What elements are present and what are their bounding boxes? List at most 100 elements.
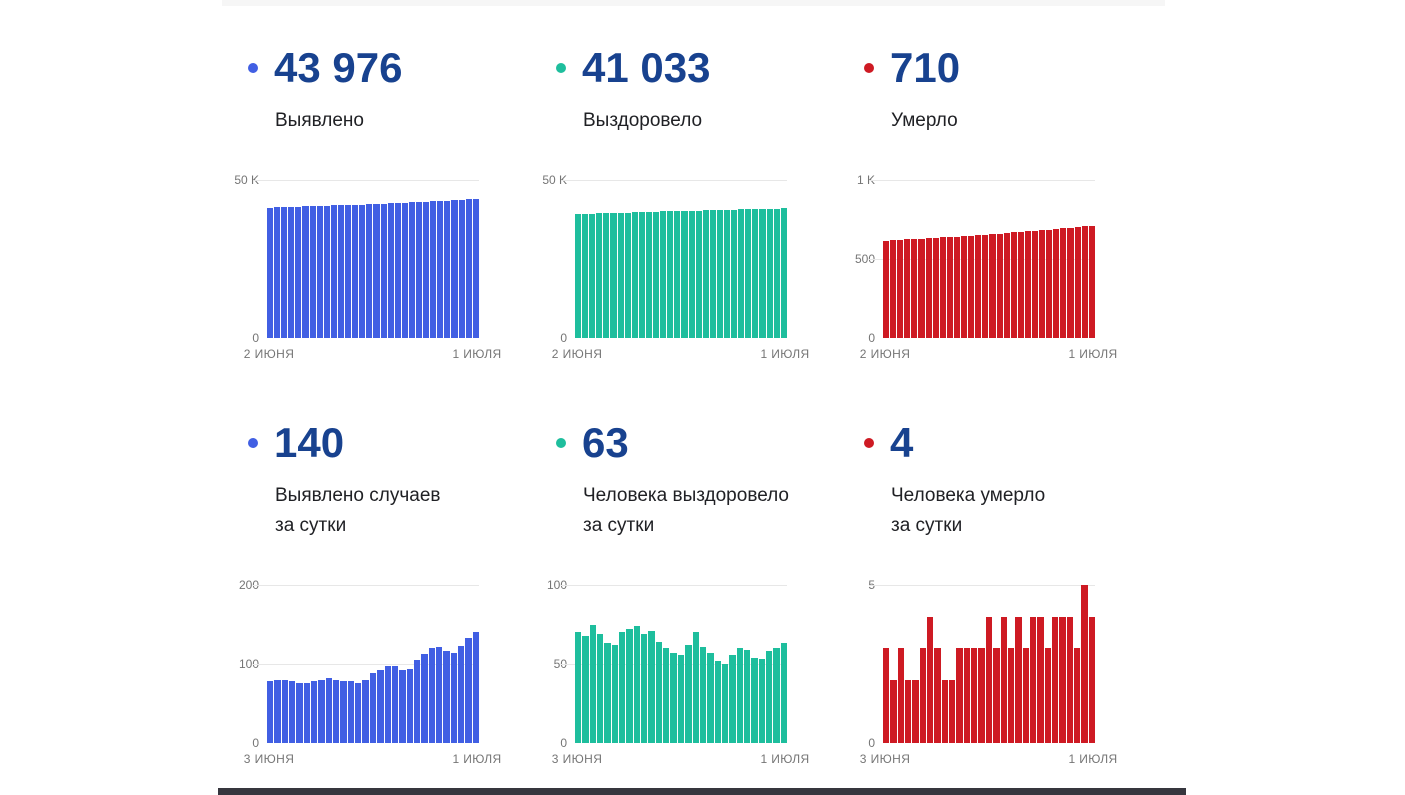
bar[interactable] <box>589 213 596 338</box>
bar[interactable] <box>670 652 677 743</box>
bar[interactable] <box>1066 616 1073 743</box>
bar[interactable] <box>611 645 619 743</box>
bar[interactable] <box>626 629 633 743</box>
bar[interactable] <box>340 681 347 743</box>
bar[interactable] <box>721 664 729 743</box>
bar[interactable] <box>1046 229 1053 338</box>
bar[interactable] <box>355 682 362 743</box>
bar[interactable] <box>288 206 295 338</box>
bar[interactable] <box>780 208 787 338</box>
bar[interactable] <box>1073 648 1081 743</box>
bar[interactable] <box>745 209 752 338</box>
bar[interactable] <box>582 635 589 743</box>
bar[interactable] <box>362 679 369 743</box>
bar[interactable] <box>1003 232 1010 338</box>
bar[interactable] <box>303 682 311 743</box>
bar[interactable] <box>444 200 451 338</box>
bar[interactable] <box>890 679 897 743</box>
bar[interactable] <box>1059 616 1066 743</box>
bar[interactable] <box>645 211 653 338</box>
bar[interactable] <box>401 202 408 338</box>
bar[interactable] <box>337 205 345 338</box>
bar[interactable] <box>883 240 890 338</box>
bar[interactable] <box>949 679 956 743</box>
bar[interactable] <box>702 210 709 338</box>
bar[interactable] <box>758 659 765 743</box>
bar[interactable] <box>465 199 472 338</box>
bar[interactable] <box>736 648 743 743</box>
chart-detected-daily[interactable]: 200 100 0 3 ИЮНЯ 1 ИЮЛЯ <box>233 578 541 768</box>
bar[interactable] <box>653 211 660 338</box>
bar[interactable] <box>729 654 736 743</box>
chart-detected-total[interactable]: 50 K 0 2 ИЮНЯ 1 ИЮЛЯ <box>233 173 541 363</box>
bar[interactable] <box>631 212 638 338</box>
bar[interactable] <box>738 209 745 338</box>
bar[interactable] <box>925 238 932 338</box>
bar[interactable] <box>919 648 927 743</box>
bar[interactable] <box>1039 230 1046 338</box>
bar[interactable] <box>660 211 667 338</box>
bar[interactable] <box>752 209 759 338</box>
bar[interactable] <box>982 234 989 338</box>
bar[interactable] <box>325 678 333 743</box>
bar[interactable] <box>934 648 941 743</box>
bar[interactable] <box>911 239 918 338</box>
bar[interactable] <box>633 626 641 743</box>
bar[interactable] <box>1031 230 1039 338</box>
bar[interactable] <box>1017 231 1024 338</box>
bar[interactable] <box>589 624 597 743</box>
chart-recovered-daily[interactable]: 100 50 0 3 ИЮНЯ 1 ИЮЛЯ <box>541 578 849 768</box>
bar[interactable] <box>457 645 465 743</box>
bar[interactable] <box>394 203 401 338</box>
bar[interactable] <box>421 653 428 743</box>
bar[interactable] <box>1060 228 1067 338</box>
bar[interactable] <box>961 236 968 338</box>
bar[interactable] <box>985 616 993 743</box>
bar[interactable] <box>932 237 939 338</box>
bar[interactable] <box>366 204 373 338</box>
bar[interactable] <box>723 209 731 338</box>
bar[interactable] <box>435 647 443 743</box>
bar[interactable] <box>1000 616 1007 743</box>
bar[interactable] <box>890 240 897 338</box>
bar[interactable] <box>1022 648 1029 743</box>
bar[interactable] <box>359 204 366 338</box>
bar[interactable] <box>582 213 589 338</box>
bar[interactable] <box>1044 648 1051 743</box>
bar[interactable] <box>759 208 766 338</box>
bar[interactable] <box>971 648 978 743</box>
bar[interactable] <box>731 209 738 338</box>
bar[interactable] <box>1015 616 1022 743</box>
bar[interactable] <box>316 206 323 338</box>
bar[interactable] <box>443 651 450 743</box>
chart-deaths-total[interactable]: 1 K 500 0 2 ИЮНЯ 1 ИЮЛЯ <box>849 173 1157 363</box>
bar[interactable] <box>773 208 780 338</box>
bar[interactable] <box>296 682 303 743</box>
bar[interactable] <box>430 201 437 338</box>
chart-deaths-daily[interactable]: 50 3 ИЮНЯ 1 ИЮЛЯ <box>849 578 1157 768</box>
bar[interactable] <box>575 632 582 743</box>
bar[interactable] <box>1051 616 1059 743</box>
bar[interactable] <box>655 641 663 743</box>
bar[interactable] <box>472 632 479 743</box>
bar[interactable] <box>377 670 384 743</box>
bar[interactable] <box>451 200 458 338</box>
bar[interactable] <box>423 201 430 338</box>
bar[interactable] <box>318 679 325 743</box>
bar[interactable] <box>941 679 949 743</box>
bar[interactable] <box>408 202 415 338</box>
bar[interactable] <box>674 211 681 338</box>
bar[interactable] <box>667 211 674 338</box>
bar[interactable] <box>663 648 670 743</box>
bar[interactable] <box>415 202 423 338</box>
bar[interactable] <box>347 681 355 743</box>
bar[interactable] <box>289 681 296 743</box>
bar[interactable] <box>406 668 413 743</box>
bar[interactable] <box>751 657 758 743</box>
bar[interactable] <box>897 648 905 743</box>
bar[interactable] <box>989 234 996 338</box>
bar[interactable] <box>681 210 688 338</box>
bar[interactable] <box>927 616 934 743</box>
bar[interactable] <box>1067 227 1074 338</box>
bar[interactable] <box>993 648 1000 743</box>
